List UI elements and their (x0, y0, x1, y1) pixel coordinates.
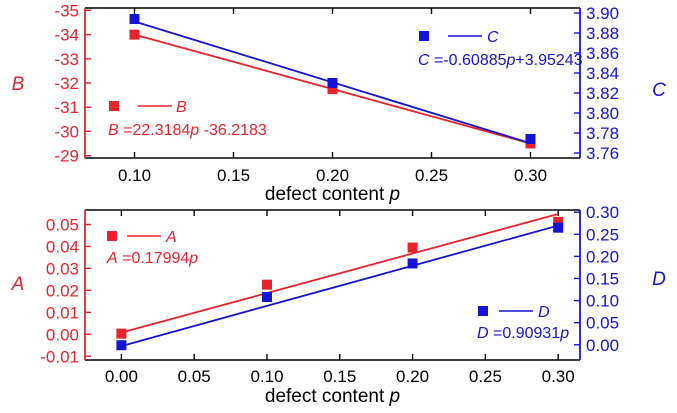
left-y-tick-label: -35 (54, 1, 79, 20)
data-point-D (261, 292, 272, 303)
left-y-axis-title: A (11, 274, 25, 295)
right-y-tick-label: 0.00 (586, 336, 619, 355)
right-y-tick-label: 0.25 (586, 225, 619, 244)
x-tick-label: 0.00 (105, 367, 138, 386)
right-y-tick-label: 3.88 (586, 24, 619, 43)
x-tick-label: 0.10 (250, 367, 283, 386)
x-tick-label: 0.10 (118, 166, 151, 185)
fit-equation-D: D =0.90931p (477, 325, 569, 342)
data-point-A (116, 328, 127, 339)
legend-marker-D (478, 306, 488, 316)
data-point-C (327, 78, 338, 88)
x-tick-label: 0.05 (178, 367, 211, 386)
legend-marker-C (419, 31, 429, 41)
data-point-A (553, 216, 564, 227)
data-point-D (553, 222, 564, 233)
left-y-tick-label: -32 (54, 74, 79, 93)
right-y-tick-label: 0.10 (586, 292, 619, 311)
right-y-tick-label: 0.15 (586, 269, 619, 288)
right-y-tick-label: 0.20 (586, 247, 619, 266)
left-y-tick-label: 0.04 (46, 237, 79, 256)
x-tick-label: 0.30 (542, 367, 575, 386)
x-axis-title: defect content p (265, 184, 400, 205)
x-axis-title: defect content p (265, 386, 400, 407)
left-y-tick-label: 0.00 (46, 325, 79, 344)
fit-line-D (121, 224, 559, 347)
x-tick-label: 0.25 (469, 367, 502, 386)
right-y-tick-label: 3.90 (586, 4, 619, 23)
fit-line-A (121, 213, 559, 334)
x-tick-label: 0.25 (415, 166, 448, 185)
data-point-D (116, 340, 127, 351)
right-y-tick-label: 3.78 (586, 124, 619, 143)
data-point-B (129, 29, 140, 40)
left-y-tick-label: -33 (54, 50, 79, 69)
right-y-axis-title: D (652, 269, 666, 290)
left-y-tick-label: 0.05 (46, 215, 79, 234)
right-y-tick-label: 3.84 (586, 64, 619, 83)
left-y-tick-label: -29 (54, 147, 79, 166)
data-point-C (525, 134, 536, 144)
fit-equation-C: C =-0.60885p+3.95243 (418, 52, 583, 69)
x-tick-label: 0.30 (514, 166, 547, 185)
legend-label-B: B (176, 99, 187, 116)
x-tick-label: 0.20 (316, 166, 349, 185)
left-y-tick-label: 0.01 (46, 303, 79, 322)
data-point-B (327, 84, 338, 95)
legend-marker-B (109, 101, 119, 111)
fit-equation-A: A =0.17994p (106, 250, 198, 267)
legend-label-A: A (165, 229, 177, 246)
right-y-tick-label: 0.30 (586, 203, 619, 222)
data-point-A (261, 279, 272, 290)
left-y-tick-label: -31 (54, 98, 79, 117)
data-point-D (407, 258, 418, 269)
right-y-tick-label: 3.82 (586, 84, 619, 103)
legend-marker-A (107, 231, 117, 241)
right-y-tick-label: 3.86 (586, 44, 619, 63)
left-y-axis-title: B (12, 74, 25, 95)
left-y-tick-label: -34 (54, 26, 79, 45)
x-tick-label: 0.15 (217, 166, 250, 185)
top-panel: 0.10 0.15 0.20 0.25 0.30 -29 -30 -31 -32 -33 -34 -3… (12, 1, 666, 205)
bottom-panel: 0.00 0.05 0.10 0.15 0.20 0.25 0.30 -0.01 0.00 0.0… (11, 203, 666, 407)
x-tick-label: 0.15 (323, 367, 356, 386)
data-point-A (407, 242, 418, 253)
left-y-tick-label: -0.01 (40, 347, 79, 366)
fit-equation-B: B =22.3184p -36.2183 (108, 122, 267, 139)
legend-label-D: D (538, 304, 550, 321)
right-y-tick-label: 3.76 (586, 144, 619, 163)
legend-label-C: C (487, 29, 499, 46)
data-point-C (129, 14, 140, 24)
right-y-tick-label: 0.05 (586, 314, 619, 333)
right-y-tick-label: 3.80 (586, 104, 619, 123)
left-y-tick-label: -30 (54, 122, 79, 141)
right-y-axis-title: C (652, 80, 666, 101)
x-tick-label: 0.20 (396, 367, 429, 386)
left-y-tick-label: 0.03 (46, 259, 79, 278)
left-y-tick-label: 0.02 (46, 281, 79, 300)
